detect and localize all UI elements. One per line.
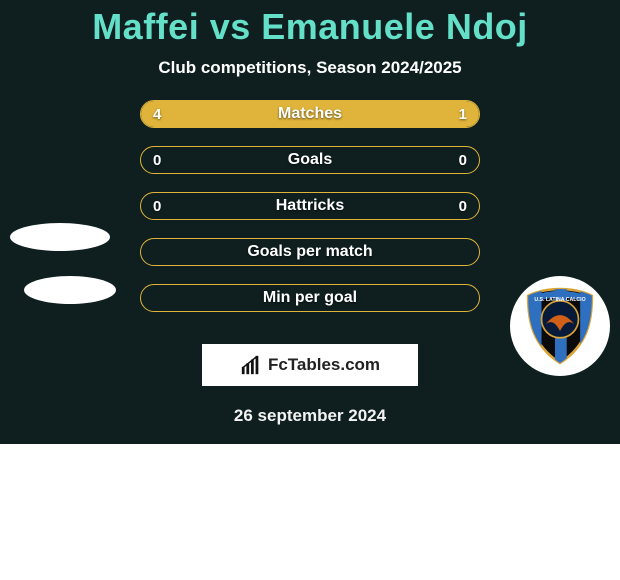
brand-text: FcTables.com [268, 355, 380, 375]
bars-chart-icon [240, 354, 262, 376]
player1-club-badge-placeholder [24, 276, 116, 304]
stat-row: Goals0 0 [140, 146, 480, 174]
comparison-card: Maffei vs Emanuele Ndoj Club competition… [0, 0, 620, 444]
crest-text: U.S. LATINA CALCIO [534, 297, 585, 303]
footer-date: 26 september 2024 [0, 406, 620, 426]
player2-club-badge: U.S. LATINA CALCIO [510, 276, 610, 376]
player1-badge-placeholder [10, 223, 110, 251]
stat-value-player1: 4 [153, 101, 161, 127]
stat-value-player2: 1 [459, 101, 467, 127]
stat-row: Goals per match [140, 238, 480, 266]
stat-label: Goals [141, 147, 479, 173]
stat-label: Matches [141, 101, 479, 127]
club-crest-icon: U.S. LATINA CALCIO [518, 284, 602, 368]
stat-row: Hattricks0 0 [140, 192, 480, 220]
stat-value-player1: 0 [153, 147, 161, 173]
page-title: Maffei vs Emanuele Ndoj [0, 0, 620, 48]
stat-row: Min per goal [140, 284, 480, 312]
stat-label: Min per goal [141, 285, 479, 311]
stat-rows: Matches41Goals00Hattricks00Goals per mat… [140, 100, 480, 312]
stat-row: Matches4 1 [140, 100, 480, 128]
brand-footer: FcTables.com [202, 344, 418, 386]
page-subtitle: Club competitions, Season 2024/2025 [0, 58, 620, 78]
stat-value-player1: 0 [153, 193, 161, 219]
stat-label: Hattricks [141, 193, 479, 219]
stat-label: Goals per match [141, 239, 479, 265]
stat-value-player2: 0 [459, 193, 467, 219]
stat-value-player2: 0 [459, 147, 467, 173]
stats-area: U.S. LATINA CALCIO Matches41Goals00Hattr… [0, 100, 620, 330]
